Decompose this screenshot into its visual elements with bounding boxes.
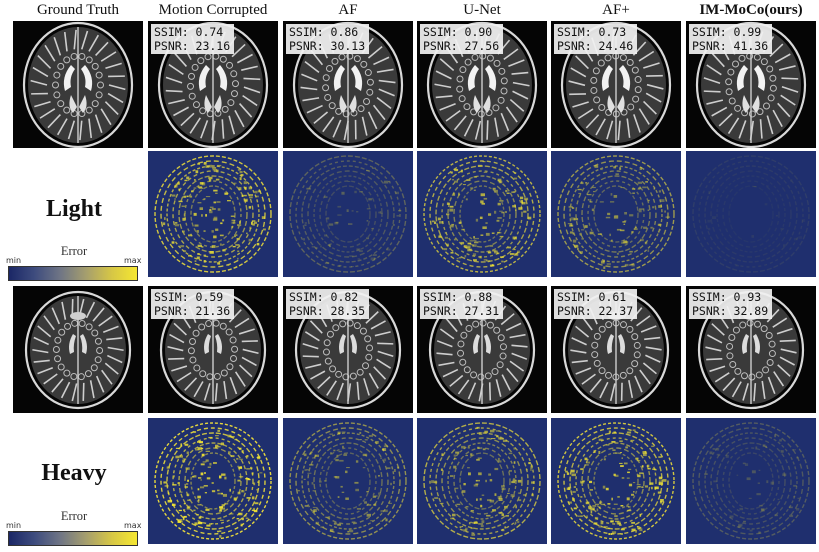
colorbar-light	[8, 266, 138, 281]
column-header-3: U-Net	[463, 2, 501, 18]
metrics-box: SSIM: 0.59 PSNR: 21.36	[151, 289, 235, 319]
colorbar-max-light: max	[124, 256, 142, 265]
mri-image-light-0	[13, 21, 143, 148]
ssim-value: SSIM: 0.74	[154, 25, 224, 39]
error-map-graphic	[283, 418, 413, 544]
metrics-box: SSIM: 0.73 PSNR: 24.46	[554, 24, 638, 54]
error-map-graphic	[686, 418, 816, 544]
column-header-5: IM-MoCo(ours)	[699, 2, 803, 18]
colorbar-title-light: Error	[60, 244, 88, 258]
mri-image-heavy-3: SSIM: 0.88 PSNR: 27.31	[417, 286, 547, 413]
psnr-value: PSNR: 27.56	[423, 39, 500, 53]
mri-image-heavy-1: SSIM: 0.59 PSNR: 21.36	[148, 286, 278, 413]
metrics-box: SSIM: 0.86 PSNR: 30.13	[286, 24, 370, 54]
error-map-graphic	[686, 151, 816, 277]
psnr-value: PSNR: 32.89	[692, 304, 769, 318]
psnr-value: PSNR: 41.36	[692, 39, 769, 53]
error-map-graphic	[417, 418, 547, 544]
ssim-value: SSIM: 0.73	[557, 25, 627, 39]
ssim-value: SSIM: 0.88	[423, 290, 493, 304]
error-map-light-3	[417, 151, 547, 277]
row-label-heavy: Heavy	[41, 460, 107, 486]
mri-image-light-2: SSIM: 0.86 PSNR: 30.13	[283, 21, 413, 148]
colorbar-max-heavy: max	[124, 521, 142, 530]
psnr-value: PSNR: 22.37	[557, 304, 634, 318]
error-map-graphic	[148, 418, 278, 544]
mri-image-light-5: SSIM: 0.99 PSNR: 41.36	[686, 21, 816, 148]
colorbar-title-heavy: Error	[60, 509, 88, 523]
error-map-graphic	[283, 151, 413, 277]
error-map-graphic	[551, 151, 681, 277]
error-map-light-1	[148, 151, 278, 277]
brain-scan-graphic	[560, 21, 672, 148]
mri-image-heavy-0	[13, 286, 143, 413]
ssim-value: SSIM: 0.82	[289, 290, 359, 304]
psnr-value: PSNR: 27.31	[423, 304, 500, 318]
error-map-light-5	[686, 151, 816, 277]
metrics-box: SSIM: 0.61 PSNR: 22.37	[554, 289, 638, 319]
metrics-box: SSIM: 0.99 PSNR: 41.36	[689, 24, 773, 54]
column-header-0: Ground Truth	[36, 2, 120, 18]
psnr-value: PSNR: 28.35	[289, 304, 366, 318]
psnr-value: PSNR: 21.36	[154, 304, 231, 318]
ssim-value: SSIM: 0.99	[692, 25, 762, 39]
colorbar-heavy	[8, 531, 138, 546]
brain-scan-graphic	[24, 290, 132, 410]
error-map-heavy-1	[148, 418, 278, 544]
psnr-value: PSNR: 24.46	[557, 39, 634, 53]
metrics-box: SSIM: 0.74 PSNR: 23.16	[151, 24, 235, 54]
error-map-heavy-5	[686, 418, 816, 544]
column-header-2: AF	[338, 2, 358, 18]
brain-scan-graphic	[426, 21, 538, 148]
colorbar-min-light: min	[6, 256, 22, 265]
error-map-heavy-3	[417, 418, 547, 544]
error-map-heavy-2	[283, 418, 413, 544]
row-label-light: Light	[45, 196, 102, 222]
brain-scan-graphic	[292, 21, 404, 148]
ssim-value: SSIM: 0.59	[154, 290, 224, 304]
mri-image-heavy-4: SSIM: 0.61 PSNR: 22.37	[551, 286, 681, 413]
metrics-box: SSIM: 0.82 PSNR: 28.35	[286, 289, 370, 319]
brain-scan-graphic	[22, 21, 134, 148]
mri-image-heavy-5: SSIM: 0.93 PSNR: 32.89	[686, 286, 816, 413]
ssim-value: SSIM: 0.93	[692, 290, 762, 304]
mri-image-heavy-2: SSIM: 0.82 PSNR: 28.35	[283, 286, 413, 413]
column-header-4: AF+	[602, 2, 630, 18]
error-map-heavy-4	[551, 418, 681, 544]
brain-scan-graphic	[562, 290, 670, 410]
error-map-light-2	[283, 151, 413, 277]
psnr-value: PSNR: 30.13	[289, 39, 366, 53]
error-map-graphic	[551, 418, 681, 544]
error-map-graphic	[417, 151, 547, 277]
metrics-box: SSIM: 0.90 PSNR: 27.56	[420, 24, 504, 54]
mri-image-light-3: SSIM: 0.90 PSNR: 27.56	[417, 21, 547, 148]
column-header-1: Motion Corrupted	[158, 2, 268, 18]
metrics-box: SSIM: 0.93 PSNR: 32.89	[689, 289, 773, 319]
error-map-light-4	[551, 151, 681, 277]
mri-image-light-1: SSIM: 0.74 PSNR: 23.16	[148, 21, 278, 148]
colorbar-min-heavy: min	[6, 521, 22, 530]
ssim-value: SSIM: 0.86	[289, 25, 359, 39]
mri-image-light-4: SSIM: 0.73 PSNR: 24.46	[551, 21, 681, 148]
ssim-value: SSIM: 0.61	[557, 290, 627, 304]
metrics-box: SSIM: 0.88 PSNR: 27.31	[420, 289, 504, 319]
psnr-value: PSNR: 23.16	[154, 39, 231, 53]
brain-scan-graphic	[294, 290, 402, 410]
error-map-graphic	[148, 151, 278, 277]
ssim-value: SSIM: 0.90	[423, 25, 493, 39]
